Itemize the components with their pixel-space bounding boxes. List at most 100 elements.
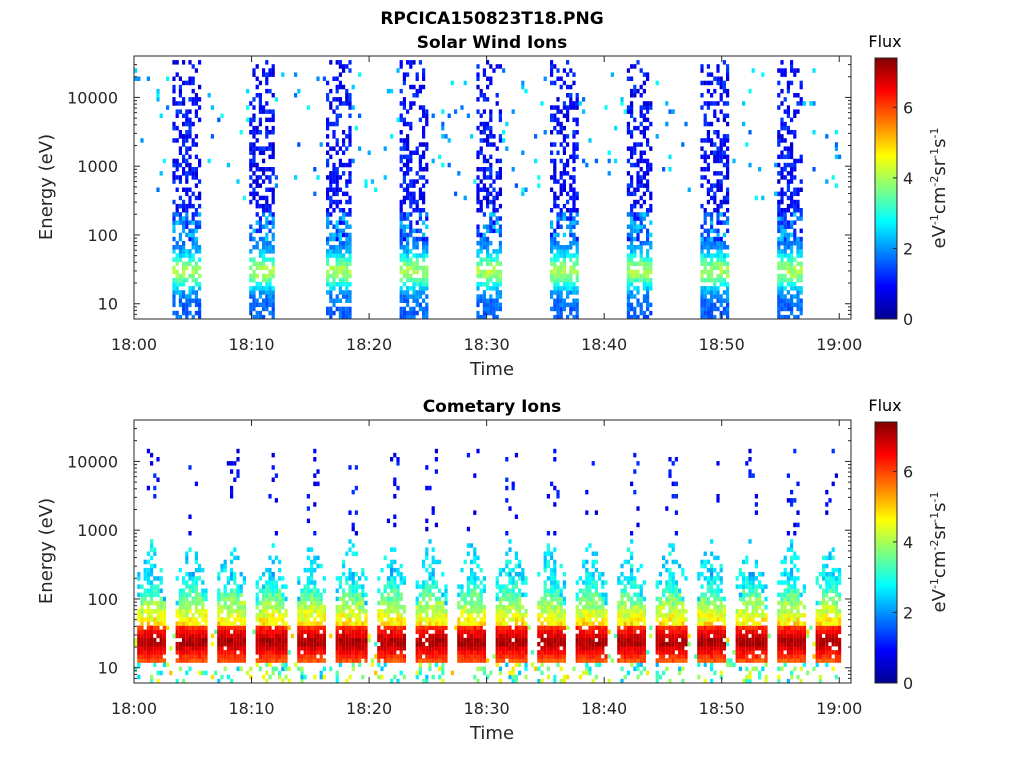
heatmap-cell (687, 187, 691, 192)
heatmap-cell (514, 613, 518, 618)
heatmap-cell (175, 72, 179, 77)
heatmap-cell (300, 674, 304, 680)
heatmap-cell (630, 203, 634, 209)
heatmap-cell (354, 617, 358, 622)
heatmap-cell (537, 666, 541, 672)
heatmap-cell (434, 617, 438, 622)
heatmap-cell (646, 109, 650, 114)
heatmap-cell (514, 592, 518, 598)
heatmap-cell (425, 678, 429, 684)
heatmap-cell (188, 125, 192, 131)
heatmap-cell (492, 257, 496, 262)
heatmap-cell (281, 592, 285, 598)
heatmap-cell (642, 216, 646, 221)
heatmap-cell (191, 298, 195, 303)
heatmap-cell (153, 563, 157, 569)
heatmap-cell (700, 236, 704, 242)
heatmap-cell (514, 662, 518, 667)
heatmap-cell (703, 277, 707, 283)
heatmap-cell (332, 199, 336, 205)
heatmap-cell (476, 84, 480, 90)
heatmap-cell (514, 621, 518, 626)
heatmap-cell (422, 154, 426, 160)
heatmap-cell (182, 282, 186, 287)
heatmap-cell (780, 265, 784, 271)
heatmap-cell (326, 175, 330, 180)
heatmap-cell (185, 584, 189, 589)
heatmap-cell (342, 171, 346, 176)
heatmap-cell (239, 588, 243, 593)
heatmap-cell (402, 146, 406, 151)
heatmap-cell (162, 662, 166, 667)
heatmap-cell (575, 236, 579, 242)
heatmap-cell (233, 625, 237, 630)
heatmap-cell (431, 654, 435, 659)
heatmap-cell (636, 245, 640, 250)
heatmap-cell (191, 596, 195, 602)
heatmap-cell (262, 641, 266, 647)
heatmap-cell (479, 121, 483, 127)
heatmap-cell (441, 629, 445, 635)
heatmap-cell (178, 76, 182, 81)
heatmap-cell (431, 604, 435, 610)
heatmap-cell (348, 130, 352, 135)
heatmap-cell (726, 162, 730, 168)
heatmap-cell (351, 658, 355, 663)
heatmap-cell (511, 617, 515, 622)
heatmap-cell (546, 543, 550, 548)
heatmap-cell (476, 448, 480, 454)
heatmap-cell (569, 187, 573, 192)
heatmap-cell (559, 306, 563, 312)
heatmap-cell (252, 134, 256, 139)
heatmap-cell (402, 97, 406, 102)
heatmap-cell (777, 154, 781, 160)
heatmap-cell (265, 662, 269, 667)
heatmap-cell (486, 277, 490, 283)
heatmap-cell (409, 273, 413, 279)
heatmap-cell (191, 76, 195, 81)
heatmap-cell (550, 650, 554, 655)
heatmap-cell (402, 637, 406, 643)
heatmap-cell (780, 240, 784, 246)
heatmap-cell (412, 93, 416, 98)
heatmap-cell (633, 93, 637, 98)
heatmap-cell (406, 290, 410, 295)
heatmap-cell (700, 253, 704, 258)
heatmap-cell (630, 175, 634, 180)
heatmap-cell (252, 629, 256, 635)
heatmap-cell (607, 171, 611, 176)
heatmap-cell (636, 171, 640, 176)
heatmap-cell (194, 576, 198, 581)
heatmap-cell (399, 563, 403, 569)
heatmap-cell (281, 658, 285, 663)
heatmap-cell (566, 191, 570, 197)
heatmap-cell (345, 633, 349, 639)
heatmap-cell (646, 125, 650, 131)
heatmap-cell (255, 662, 259, 667)
heatmap-cell (185, 232, 189, 238)
heatmap-cell (761, 195, 765, 201)
heatmap-cell (418, 294, 422, 299)
heatmap-cell (390, 625, 394, 630)
heatmap-cell (185, 212, 189, 217)
heatmap-cell (143, 646, 147, 651)
heatmap-cell (335, 637, 339, 643)
heatmap-cell (399, 314, 403, 320)
heatmap-cell (489, 261, 493, 266)
heatmap-cell (495, 604, 499, 610)
heatmap-cell (521, 658, 525, 663)
heatmap-cell (444, 658, 448, 663)
heatmap-cell (566, 253, 570, 258)
heatmap-cell (188, 80, 192, 86)
heatmap-cell (524, 641, 528, 647)
heatmap-cell (422, 563, 426, 569)
heatmap-cell (249, 294, 253, 299)
heatmap-cell (393, 637, 397, 643)
heatmap-cell (470, 625, 474, 630)
heatmap-cell (425, 551, 429, 556)
heatmap-cell (306, 555, 310, 561)
heatmap-cell (719, 179, 723, 184)
heatmap-cell (335, 621, 339, 626)
heatmap-cell (425, 277, 429, 283)
heatmap-cell (210, 134, 214, 139)
